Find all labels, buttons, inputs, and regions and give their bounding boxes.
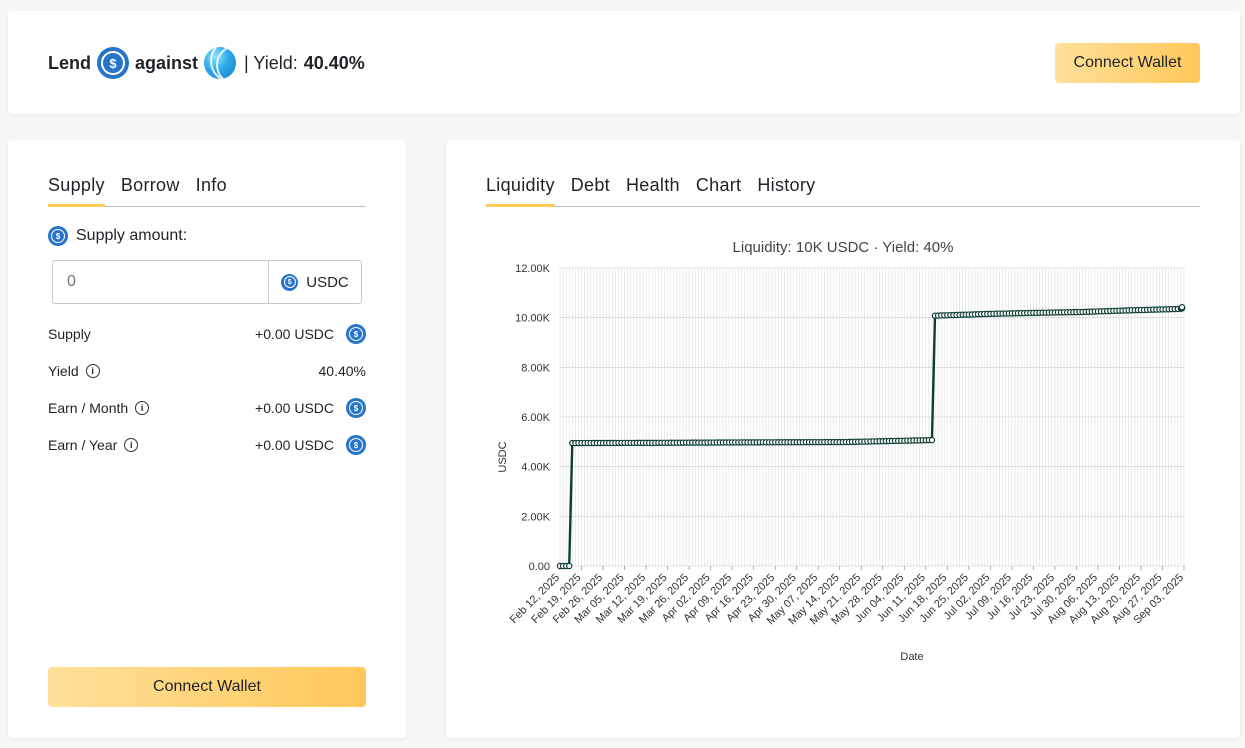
header-card: Lend $ against | Yield: 40.40% Connect W… [8, 11, 1240, 114]
chart-title: Liquidity: 10K USDC · Yield: 40% [732, 239, 954, 256]
earn-year-label: Earn / Year [48, 437, 118, 453]
connect-wallet-button[interactable]: Connect Wallet [48, 667, 366, 707]
token-symbol: USDC [306, 273, 349, 291]
earn-month-row: Earn / Month i +0.00 USDC $ [48, 398, 366, 418]
yield-row-label: Yield [48, 363, 79, 379]
collateral-token-icon [204, 47, 237, 79]
supply-tabs: Supply Borrow Info [48, 175, 366, 207]
data-point [1178, 304, 1186, 311]
data-point [928, 436, 936, 444]
yield-value: 40.40% [303, 52, 365, 73]
tab-supply[interactable]: Supply [48, 175, 105, 207]
tab-chart[interactable]: Chart [695, 175, 742, 195]
tab-info[interactable]: Info [195, 175, 227, 195]
usdc-coin-icon: $ [281, 273, 299, 291]
tab-debt[interactable]: Debt [570, 175, 610, 195]
usdc-coin-icon: $ [346, 435, 366, 455]
earn-month-label: Earn / Month [48, 400, 129, 416]
against-label: against [135, 52, 199, 73]
usdc-coin-icon: $ [48, 226, 68, 246]
y-axis-label: USDC [497, 441, 509, 472]
earn-year-value: +0.00 USDC [255, 437, 334, 453]
supply-amount-label: $ Supply amount: [48, 226, 187, 246]
data-point [566, 562, 573, 570]
info-icon[interactable]: i [124, 438, 139, 452]
earn-month-value: +0.00 USDC [255, 400, 334, 416]
connect-wallet-button[interactable]: Connect Wallet [1055, 43, 1200, 83]
supply-amount-text: Supply amount: [76, 227, 188, 244]
supply-row-value: +0.00 USDC [255, 326, 334, 342]
y-tick-label: 10.00K [515, 313, 551, 325]
tab-liquidity[interactable]: Liquidity [486, 175, 555, 207]
supply-panel: Supply Borrow Info $ Supply amount: $ US… [8, 140, 406, 738]
token-selector[interactable]: $ USDC [268, 261, 361, 303]
yield-row-value: 40.40% [318, 363, 366, 379]
y-tick-label: 0.00 [529, 561, 550, 573]
y-tick-label: 4.00K [521, 462, 550, 474]
lend-label: Lend [48, 52, 91, 73]
y-tick-label: 6.00K [521, 412, 550, 424]
y-tick-label: 2.00K [521, 511, 550, 523]
chart-panel: Liquidity Debt Health Chart History Liqu… [446, 140, 1240, 738]
supply-amount-field: $ USDC [52, 260, 362, 304]
y-tick-label: 12.00K [515, 263, 551, 275]
chart-tabs: Liquidity Debt Health Chart History [486, 175, 1200, 207]
usdc-coin-icon: $ [346, 398, 366, 418]
info-icon[interactable]: i [85, 364, 100, 378]
liquidity-chart: 0.002.00K4.00K6.00K8.00K10.00K12.00KFeb … [497, 263, 1186, 663]
info-icon[interactable]: i [135, 401, 150, 415]
tab-history[interactable]: History [757, 175, 816, 195]
tab-borrow[interactable]: Borrow [120, 175, 180, 195]
y-tick-label: 8.00K [521, 362, 550, 374]
usdc-coin-icon: $ [346, 324, 366, 344]
page-title: Lend $ against | Yield: 40.40% [48, 46, 365, 80]
yield-row: Yield i 40.40% [48, 361, 366, 381]
tab-health[interactable]: Health [625, 175, 680, 195]
x-axis-label: Date [900, 651, 923, 663]
usdc-coin-icon: $ [97, 47, 129, 79]
earn-year-row: Earn / Year i +0.00 USDC $ [48, 435, 366, 455]
yield-label: | Yield: [244, 52, 298, 73]
supply-amount-input[interactable] [53, 272, 268, 292]
supply-row: Supply +0.00 USDC $ [48, 324, 366, 344]
supply-row-label: Supply [48, 326, 91, 342]
